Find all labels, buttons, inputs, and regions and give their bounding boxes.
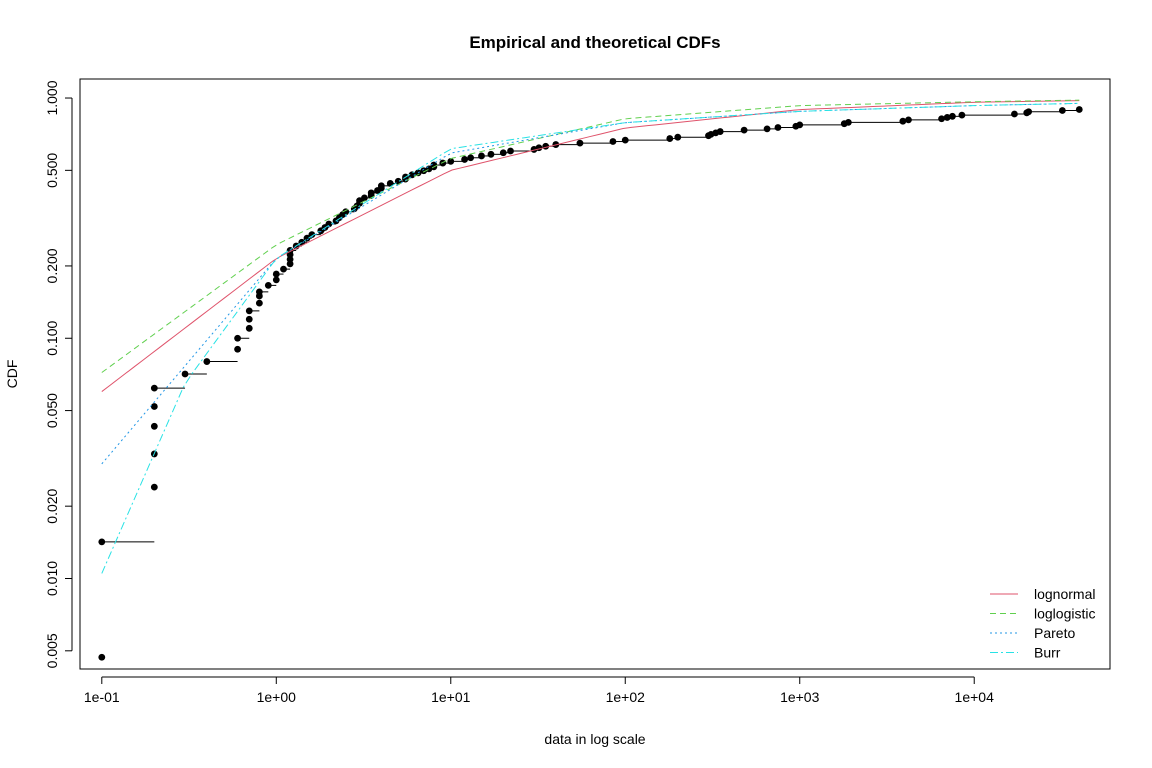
ecdf-point [763,125,771,133]
ecdf-point [361,194,368,202]
ecdf-point [272,276,280,284]
cdf-curve-loglogistic [101,99,1080,373]
ecdf-point [150,403,158,410]
ecdf-point [1075,106,1083,113]
cdf-curve-lognormal [101,100,1080,392]
ecdf-point [1058,107,1066,114]
ecdf-point [203,358,211,365]
ecdf-point [245,315,253,323]
ecdf-point [255,299,263,307]
y-tick-label: 0.100 [44,321,60,356]
ecdf-point [1025,108,1033,116]
y-tick-label: 1.000 [44,80,60,115]
ecdf-point [408,171,416,179]
ecdf-point [796,121,804,129]
ecdf-point [367,189,375,197]
ecdf-point [377,182,385,190]
ecdf-point [150,422,158,430]
x-axis-label: data in log scale [544,731,645,747]
ecdf-point [234,334,241,342]
legend: lognormal loglogistic Pareto Burr [990,586,1095,661]
ecdf-point [478,152,485,160]
legend-label: Burr [1034,645,1061,661]
ecdf-point [666,135,674,142]
y-tick-label: 0.200 [44,248,60,283]
x-tick-label: 1e-01 [84,689,120,705]
y-axis-label: CDF [4,360,20,389]
ecdf-point [280,265,287,273]
chart-title: Empirical and theoretical CDFs [469,33,720,52]
ecdf-point [535,144,543,152]
y-tick-label: 0.500 [44,153,60,188]
ecdf-point [272,270,280,278]
ecdf-point [255,288,263,296]
ecdf-point [844,118,852,126]
ecdf-point [740,126,748,134]
y-tick-label: 0.050 [44,393,60,428]
ecdf-point [98,538,106,546]
legend-label: lognormal [1034,586,1095,602]
ecdf-point [98,653,106,661]
ecdf-point [958,111,966,119]
ecdf-point [325,220,333,228]
legend-label: Pareto [1034,625,1075,641]
ecdf-point [609,138,617,145]
ecdf-point [576,139,584,147]
ecdf-point [542,142,550,150]
x-tick-label: 1e+03 [780,689,820,705]
ecdf-point [264,281,272,289]
ecdf-point [938,115,945,123]
ecdf-point [774,124,782,131]
ecdf-point [1011,110,1018,118]
ecdf-point [716,128,724,135]
ecdf-point [943,114,951,121]
ecdf-point [905,116,912,124]
ecdf-point [420,167,428,175]
x-tick-label: 1e+00 [257,689,297,705]
axes: 1e-01 1e+00 1e+01 1e+02 1e+03 1e+04 0.005 0.010… [44,80,994,705]
theoretical-cdfs [101,99,1080,574]
ecdf-point [234,345,241,353]
x-tick-label: 1e+01 [431,689,471,705]
empirical-cdf [98,106,1083,661]
ecdf-point [150,483,158,491]
x-tick-label: 1e+02 [606,689,646,705]
ecdf-point [461,156,468,163]
ecdf-point [181,370,189,378]
y-tick-label: 0.005 [44,633,60,668]
ecdf-point [487,150,495,158]
ecdf-point [674,133,682,141]
ecdf-point [286,255,294,263]
ecdf-point [150,384,158,392]
ecdf-point [507,147,514,155]
x-tick-label: 1e+04 [955,689,995,705]
ecdf-point [621,136,629,144]
cdf-curve-pareto [101,102,1080,465]
ecdf-point [447,157,455,165]
legend-label: loglogistic [1034,606,1095,622]
cdf-curve-burr [101,102,1080,574]
ecdf-point [949,112,956,120]
ecdf-point [439,159,447,167]
ecdf-point [245,324,253,332]
ecdf-point [430,161,438,169]
y-tick-label: 0.010 [44,561,60,596]
ecdf-point [467,154,475,162]
ecdf-point [499,149,507,157]
ecdf-point [245,307,253,315]
ecdf-point [899,117,907,125]
y-tick-label: 0.020 [44,488,60,523]
plot-frame [79,78,1111,670]
ecdf-point [308,231,316,239]
